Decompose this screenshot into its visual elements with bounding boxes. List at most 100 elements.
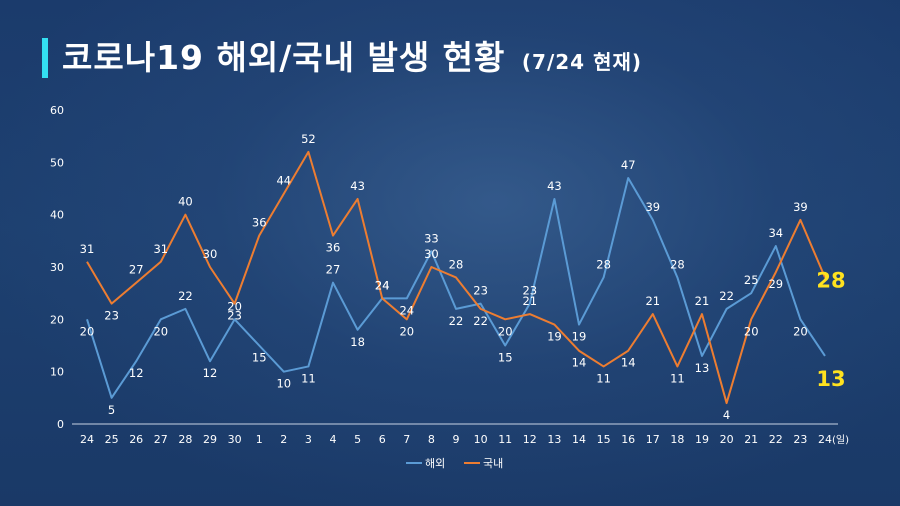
legend-label: 해외	[425, 456, 445, 470]
x-tick-label: 12	[523, 433, 537, 446]
data-label: 31	[153, 242, 168, 256]
data-label: 20	[744, 324, 759, 338]
x-tick-label: 24	[80, 433, 94, 446]
x-tick-label: 19	[695, 433, 709, 446]
x-tick-label: 11	[498, 433, 512, 446]
data-label: 43	[350, 179, 365, 193]
data-label: 23	[104, 309, 119, 323]
x-axis-unit: (일)	[832, 434, 849, 446]
data-label: 18	[350, 335, 365, 349]
data-label: 22	[449, 314, 464, 328]
y-tick-label: 40	[50, 209, 64, 222]
x-tick-label: 3	[305, 433, 312, 446]
data-label: 5	[108, 403, 115, 417]
data-label: 43	[547, 179, 562, 193]
data-label: 15	[252, 351, 267, 365]
x-tick-label: 14	[572, 433, 586, 446]
x-tick-label: 30	[228, 433, 242, 446]
data-label: 52	[301, 132, 316, 146]
data-label: 20	[399, 324, 414, 338]
x-tick-label: 21	[744, 433, 758, 446]
data-label: 22	[719, 289, 734, 303]
x-tick-label: 9	[453, 433, 460, 446]
x-tick-label: 20	[720, 433, 734, 446]
page-title: 코로나19 해외/국내 발생 현황 (7/24 현재)	[62, 36, 642, 84]
data-label: 20	[153, 324, 168, 338]
x-tick-label: 24	[818, 433, 832, 446]
x-tick-label: 2	[280, 433, 287, 446]
x-tick-label: 5	[354, 433, 361, 446]
last-value-label: 13	[816, 367, 845, 391]
data-label: 22	[473, 314, 488, 328]
data-label: 21	[645, 294, 660, 308]
data-label: 28	[596, 257, 611, 271]
x-tick-label: 13	[547, 433, 561, 446]
series-line-overseas	[86, 177, 826, 399]
x-tick-label: 7	[403, 433, 410, 446]
data-label: 24	[375, 278, 390, 292]
x-tick-label: 18	[670, 433, 684, 446]
data-label: 39	[645, 200, 660, 214]
data-label: 11	[301, 371, 316, 385]
data-label: 11	[596, 371, 611, 385]
data-label: 20	[793, 324, 808, 338]
data-label: 25	[744, 273, 759, 287]
data-label: 21	[522, 294, 537, 308]
x-tick-label: 25	[105, 433, 119, 446]
y-tick-label: 60	[50, 104, 64, 117]
data-label: 19	[547, 330, 562, 344]
data-label: 36	[326, 241, 341, 255]
data-label: 19	[572, 330, 587, 344]
x-tick-label: 17	[646, 433, 660, 446]
data-label: 27	[326, 263, 341, 277]
data-label: 28	[449, 257, 464, 271]
data-label: 30	[203, 247, 218, 261]
data-label: 22	[178, 289, 193, 303]
x-tick-label: 26	[129, 433, 143, 446]
data-label: 39	[793, 200, 808, 214]
y-tick-label: 50	[50, 156, 64, 169]
data-label: 20	[498, 324, 513, 338]
data-label: 21	[695, 294, 710, 308]
data-label: 23	[473, 284, 488, 298]
x-tick-label: 1	[256, 433, 263, 446]
data-label: 14	[572, 356, 587, 370]
data-label: 33	[424, 231, 439, 245]
data-label: 12	[203, 366, 218, 380]
x-tick-label: 8	[428, 433, 435, 446]
data-label: 36	[252, 216, 267, 230]
y-tick-label: 20	[50, 313, 64, 326]
data-label: 4	[723, 408, 730, 422]
data-label: 23	[227, 309, 242, 323]
data-label: 28	[670, 257, 685, 271]
data-label: 24	[399, 303, 414, 317]
title-date: (7/24 현재)	[521, 50, 643, 74]
series-line-domestic	[86, 150, 826, 405]
x-tick-label: 22	[769, 433, 783, 446]
x-tick-label: 4	[330, 433, 337, 446]
data-label: 20	[80, 324, 95, 338]
data-label: 24	[375, 278, 390, 292]
data-label: 30	[424, 247, 439, 261]
data-label: 10	[276, 377, 291, 391]
y-tick-label: 0	[57, 418, 64, 431]
x-tick-label: 23	[793, 433, 807, 446]
data-label: 27	[129, 263, 144, 277]
data-label: 31	[80, 242, 95, 256]
data-label: 29	[768, 277, 783, 291]
legend-label: 국내	[483, 457, 503, 470]
x-tick-label: 15	[597, 433, 611, 446]
title-text: 코로나19 해외/국내 발생 현황	[62, 38, 506, 77]
data-label: 44	[276, 174, 291, 188]
data-label: 20	[227, 299, 242, 313]
x-tick-label: 10	[474, 433, 488, 446]
data-label: 15	[498, 351, 513, 365]
x-tick-label: 16	[621, 433, 635, 446]
data-label: 40	[178, 195, 193, 209]
x-tick-label: 29	[203, 433, 217, 446]
data-label: 11	[670, 371, 685, 385]
data-label: 47	[621, 158, 636, 172]
last-value-label: 28	[816, 268, 845, 292]
data-label: 13	[695, 361, 710, 375]
